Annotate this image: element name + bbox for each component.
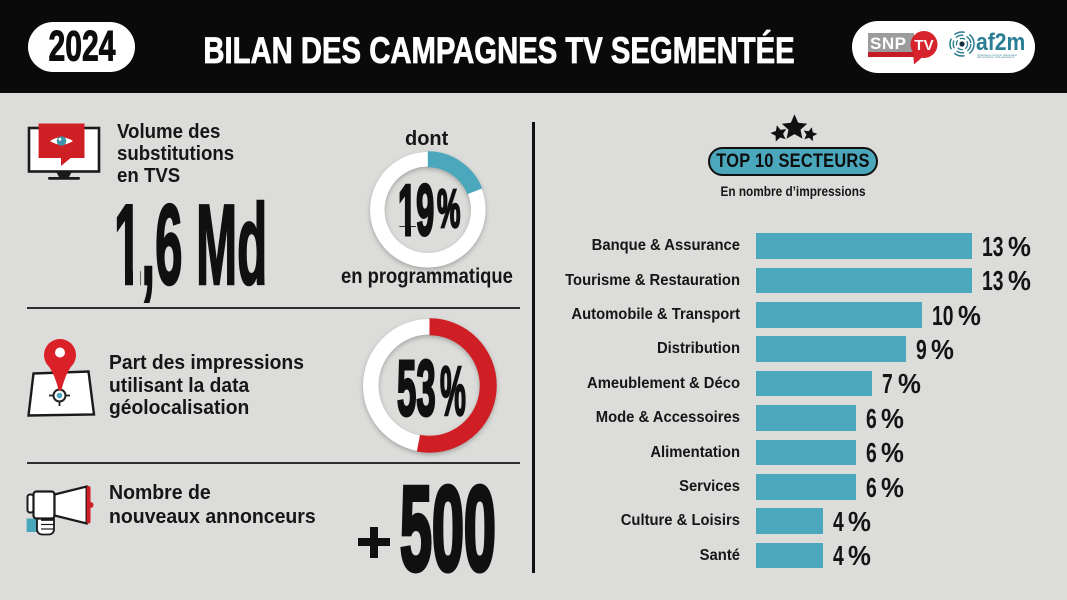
svg-text:TV: TV [914, 37, 933, 54]
